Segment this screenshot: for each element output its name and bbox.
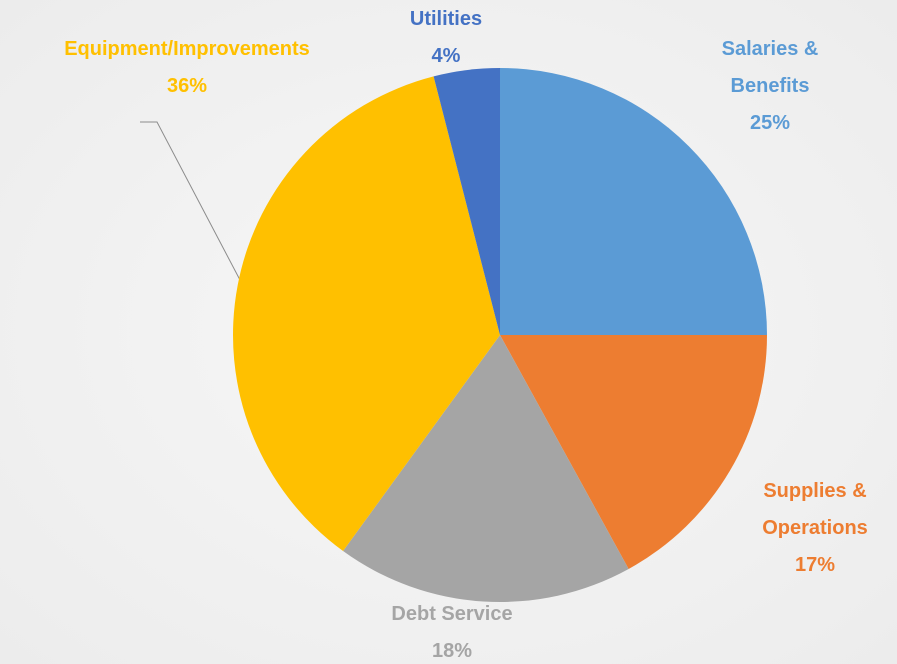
pie-slice (500, 68, 767, 335)
category-label: Supplies & Operations (762, 480, 868, 539)
pie-slice (500, 335, 767, 569)
pie-slice (343, 335, 629, 602)
percent-label: 25% (749, 112, 791, 134)
percent-label: 36% (166, 75, 208, 97)
data-label: Supplies & Operations 17% (740, 473, 890, 584)
data-label: Debt Service 18% (352, 596, 552, 664)
category-label: Salaries & Benefits (721, 38, 819, 97)
pie-slice (433, 68, 500, 335)
percent-label: 4% (431, 45, 461, 67)
category-label: Debt Service (391, 603, 513, 625)
pie-slice (233, 76, 500, 552)
percent-label: 17% (794, 554, 836, 576)
data-label: Utilities 4% (371, 1, 521, 75)
category-label: Utilities (409, 8, 483, 30)
data-label: Equipment/Improvements 36% (17, 31, 357, 105)
category-label: Equipment/Improvements (64, 38, 310, 60)
percent-label: 18% (431, 640, 473, 662)
data-label: Salaries & Benefits 25% (705, 31, 835, 142)
leader-line (140, 121, 241, 281)
